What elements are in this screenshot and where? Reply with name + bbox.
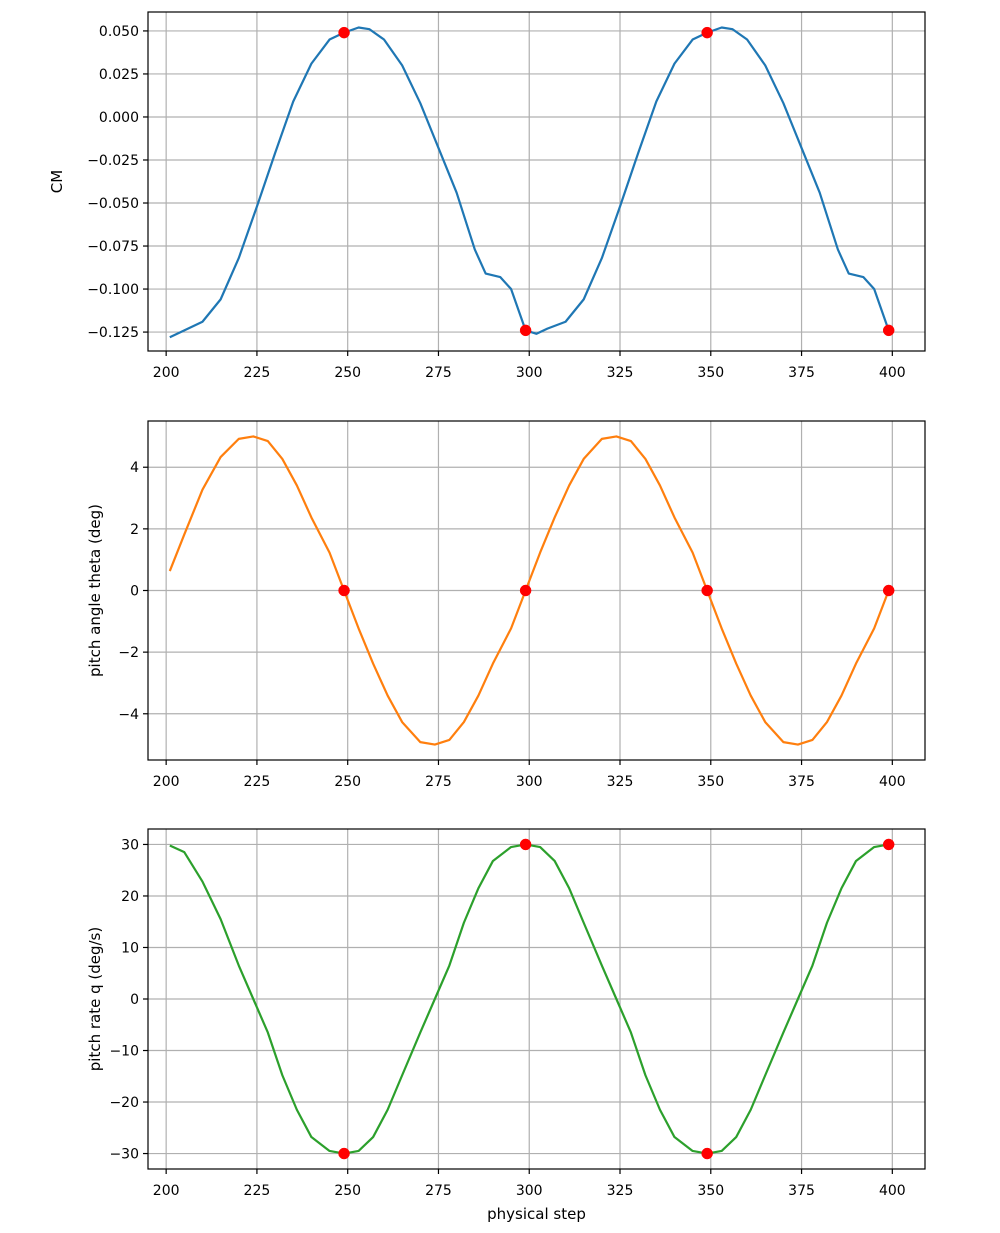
pitch-rate-y-tick-label: 10 — [121, 940, 139, 956]
cm-x-tick-label: 300 — [516, 365, 543, 381]
pitch-rate-x-tick-label: 250 — [334, 1183, 361, 1199]
cm-x-tick-label: 350 — [697, 365, 724, 381]
pitch-rate-chart-panel: 200 225 250 275 300 325 350 375 400 30 20 10 0 −10 −20… — [86, 828, 926, 1223]
pitch-rate-marker — [882, 838, 895, 851]
cm-marker — [519, 324, 532, 337]
pitch-angle-y-tick-label: −2 — [118, 645, 139, 661]
cm-y-tick-label: 0.025 — [99, 67, 139, 83]
pitch-angle-x-tick-label: 350 — [697, 774, 724, 790]
pitch-angle-y-axis-label: pitch angle theta (deg) — [86, 504, 104, 677]
pitch-rate-x-tick-label: 375 — [788, 1183, 815, 1199]
pitch-angle-y-tick-label: 4 — [130, 460, 139, 476]
cm-y-tick-label: −0.100 — [87, 282, 139, 298]
cm-marker — [701, 26, 713, 39]
pitch-angle-y-tick-label: 2 — [130, 522, 139, 538]
pitch-angle-marker — [882, 584, 895, 597]
pitch-rate-y-tick-label: −30 — [109, 1147, 139, 1163]
pitch-rate-y-tick-label: 0 — [130, 992, 139, 1008]
cm-y-tick-label: 0.050 — [99, 24, 139, 40]
pitch-angle-marker — [701, 584, 713, 597]
cm-x-tick-label: 275 — [425, 365, 452, 381]
cm-x-tick-label: 250 — [334, 365, 361, 381]
pitch-rate-marker — [338, 1147, 350, 1160]
pitch-angle-x-tick-label: 325 — [607, 774, 634, 790]
pitch-angle-x-tick-label: 400 — [879, 774, 906, 790]
pitch-rate-x-tick-label: 325 — [607, 1183, 634, 1199]
pitch-angle-chart-panel: 200 225 250 275 300 325 350 375 400 4 2 0 −2 −4 pitch … — [86, 420, 926, 790]
pitch-angle-y-tick-label: 0 — [130, 584, 139, 600]
pitch-angle-x-tick-label: 375 — [788, 774, 815, 790]
cm-x-tick-label: 200 — [153, 365, 180, 381]
cm-y-tick-label: −0.025 — [87, 153, 139, 169]
pitch-angle-x-tick-label: 200 — [153, 774, 180, 790]
cm-y-tick-label: −0.125 — [87, 325, 139, 341]
pitch-rate-x-tick-label: 275 — [425, 1183, 452, 1199]
pitch-angle-marker — [519, 584, 532, 597]
pitch-rate-x-tick-label: 350 — [697, 1183, 724, 1199]
cm-y-tick-label: 0.000 — [99, 110, 139, 126]
pitch-rate-x-tick-label: 300 — [516, 1183, 543, 1199]
pitch-rate-y-tick-label: 30 — [121, 837, 139, 853]
pitch-rate-y-tick-label: −20 — [109, 1095, 139, 1111]
cm-chart-panel: 200 225 250 275 300 325 350 375 400 0.050 0.025 0.0… — [48, 11, 926, 381]
pitch-rate-x-tick-label: 400 — [879, 1183, 906, 1199]
pitch-rate-y-axis-label: pitch rate q (deg/s) — [86, 927, 104, 1071]
cm-marker — [882, 324, 895, 337]
pitch-rate-series-line — [169, 843, 889, 1155]
cm-x-tick-label: 400 — [879, 365, 906, 381]
pitch-rate-x-tick-label: 225 — [244, 1183, 271, 1199]
pitch-rate-marker — [701, 1147, 713, 1160]
pitch-rate-x-tick-label: 200 — [153, 1183, 180, 1199]
pitch-rate-marker — [519, 838, 532, 851]
pitch-angle-y-tick-label: −4 — [118, 707, 139, 723]
pitch-angle-series-line — [168, 435, 890, 746]
cm-y-tick-label: −0.050 — [87, 196, 139, 212]
cm-x-tick-label: 375 — [788, 365, 815, 381]
cm-marker — [338, 26, 350, 39]
pitch-angle-x-tick-label: 300 — [516, 774, 543, 790]
pitch-angle-x-tick-label: 250 — [334, 774, 361, 790]
cm-y-tick-label: −0.075 — [87, 239, 139, 255]
cm-y-axis-label: CM — [48, 170, 66, 193]
pitch-angle-x-tick-label: 225 — [244, 774, 271, 790]
cm-x-tick-label: 325 — [607, 365, 634, 381]
pitch-angle-x-tick-label: 275 — [425, 774, 452, 790]
cm-x-tick-label: 225 — [244, 365, 271, 381]
pitch-rate-x-axis-label: physical step — [487, 1205, 586, 1223]
pitch-rate-y-tick-label: 20 — [121, 889, 139, 905]
pitch-angle-marker — [338, 584, 350, 597]
pitch-rate-y-tick-label: −10 — [109, 1044, 139, 1060]
cm-axes-frame — [147, 11, 926, 352]
